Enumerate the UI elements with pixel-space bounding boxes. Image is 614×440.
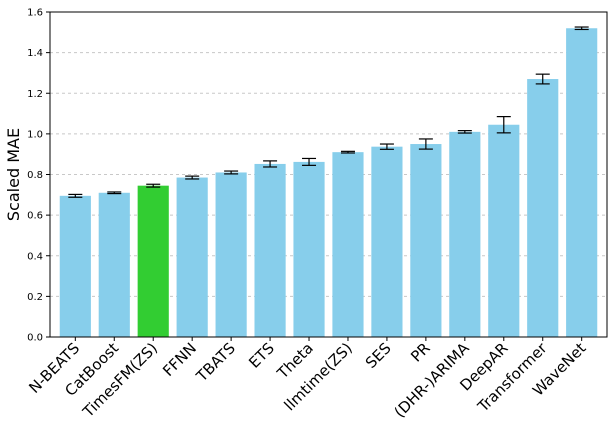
bars [59, 28, 598, 337]
bar-transformer [527, 79, 559, 337]
bar-dhr-arima [449, 131, 481, 337]
bar-deepar [488, 124, 520, 337]
bar-catboost [98, 192, 130, 337]
x-tick-label: TBATS [192, 339, 239, 386]
y-tick-label: 0.4 [27, 251, 43, 262]
x-tick-label: SES [362, 339, 395, 372]
bar-wavenet [566, 28, 598, 337]
bar-ses [371, 146, 403, 337]
x-tick-label: PR [407, 339, 433, 365]
bar-theta [293, 161, 325, 337]
x-tick-label: ETS [245, 339, 278, 372]
bar-llmtime-zs [332, 152, 364, 337]
y-tick-label: 0.8 [27, 170, 43, 181]
grid-lines [50, 52, 607, 297]
error-bars [68, 26, 589, 198]
bar-timesfm-zs [137, 185, 169, 337]
bar-ets [254, 163, 286, 337]
y-tick-label: 0.6 [27, 211, 43, 222]
bar-pr [410, 144, 442, 337]
y-tick-label: 1.6 [27, 8, 43, 19]
y-tick-label: 1.4 [27, 48, 43, 59]
y-tick-label: 0.2 [27, 292, 43, 303]
y-tick-label: 1.2 [27, 89, 43, 100]
bar-tbats [215, 172, 247, 337]
bar-n-beats [59, 195, 91, 337]
bar-ffnn [176, 177, 208, 337]
y-axis-ticks: 0.0 0.2 0.4 0.6 0.8 1.0 1.2 1.4 1.6 [27, 8, 50, 344]
y-axis-label: Scaled MAE [4, 128, 23, 221]
y-tick-label: 0.0 [27, 333, 43, 344]
y-tick-label: 1.0 [27, 129, 43, 140]
